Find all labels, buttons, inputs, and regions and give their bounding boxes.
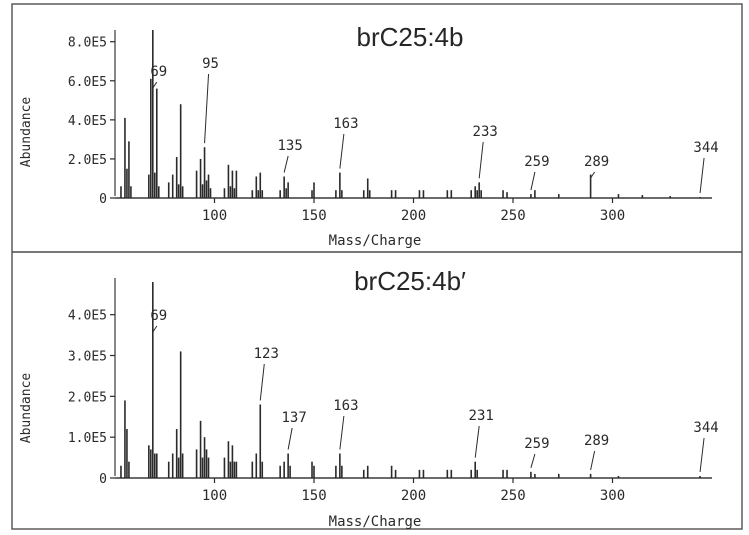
peak-label: 344 [693, 140, 718, 156]
peak-label: 123 [254, 346, 279, 362]
peak-label-leader [699, 437, 705, 473]
spectrum-panel-top: brC25:4b Abundance Mass/Charge 0 2.0E5 4.0… [19, 22, 719, 249]
y-tick-label: 4.0E5 [68, 309, 107, 324]
x-ticks-group: 100 150 200 250 300 [202, 198, 625, 224]
peak-label-leader [339, 415, 345, 450]
x-tick-label: 300 [600, 488, 625, 504]
x-axis-label: Mass/Charge [329, 233, 422, 249]
x-tick-label: 150 [301, 488, 326, 504]
peak-label: 69 [150, 308, 167, 324]
y-tick-label: 1.0E5 [68, 431, 107, 446]
peak-label: 259 [524, 154, 549, 170]
peak-label: 344 [693, 420, 718, 436]
x-tick-label: 250 [500, 488, 525, 504]
peak-label-leader [590, 171, 596, 179]
y-tick-label: 0 [99, 192, 107, 207]
peak-label: 163 [333, 116, 358, 132]
peak-label: 259 [524, 436, 549, 452]
peak-label-leader [339, 133, 345, 169]
peak-label: 163 [333, 398, 358, 414]
x-tick-label: 100 [202, 208, 227, 224]
y-axis-label: Abundance [19, 97, 34, 168]
x-tick-label: 100 [202, 488, 227, 504]
y-ticks-group: 0 1.0E5 2.0E5 3.0E5 4.0E5 [68, 309, 115, 487]
peak-label: 289 [584, 154, 609, 170]
peak-label-leader [530, 453, 536, 469]
y-axis-label: Abundance [19, 373, 34, 444]
peak-label-leader [204, 73, 210, 144]
x-tick-label: 300 [600, 208, 625, 224]
y-ticks-group: 0 2.0E5 4.0E5 6.0E5 8.0E5 [68, 36, 115, 207]
peak-labels-group: 69 123 137 163 231 259 289 344 [150, 308, 719, 473]
peaks-group [120, 30, 701, 198]
y-tick-label: 6.0E5 [68, 75, 107, 90]
peak-label: 95 [202, 56, 219, 72]
peak-label-leader [474, 425, 480, 458]
peak-labels-group: 69 95 135 163 233 259 289 344 [150, 56, 719, 194]
peaks-group [120, 282, 701, 478]
peak-label-leader [283, 155, 289, 173]
y-tick-label: 2.0E5 [68, 390, 107, 405]
x-tick-label: 150 [301, 208, 326, 224]
peak-label-leader [287, 427, 293, 450]
peak-label: 233 [473, 124, 498, 140]
peak-label: 137 [281, 410, 306, 426]
peak-label-leader [152, 325, 158, 333]
peak-label-leader [699, 157, 705, 194]
y-tick-label: 3.0E5 [68, 350, 107, 365]
x-tick-label: 200 [401, 208, 426, 224]
peak-label: 231 [469, 408, 494, 424]
peak-label-leader [530, 171, 536, 191]
x-tick-label: 200 [401, 488, 426, 504]
spectrum-panel-bottom: brC25:4b′ Abundance Mass/Charge 0 1.0E5 2.… [19, 266, 719, 530]
x-axis-label: Mass/Charge [329, 514, 422, 530]
y-tick-label: 2.0E5 [68, 153, 107, 168]
y-tick-label: 8.0E5 [68, 36, 107, 51]
figure-frame [11, 3, 743, 530]
peak-label: 289 [584, 433, 609, 449]
peak-label: 135 [278, 138, 303, 154]
peak-label-leader [590, 450, 596, 471]
peak-label: 69 [150, 64, 167, 80]
chart-title: brC25:4b′ [354, 266, 466, 296]
y-tick-label: 4.0E5 [68, 114, 107, 129]
peak-label-leader [152, 81, 158, 89]
peak-label-leader [478, 141, 484, 179]
x-ticks-group: 100 150 200 250 300 [202, 478, 625, 504]
x-tick-label: 250 [500, 208, 525, 224]
y-tick-label: 0 [99, 472, 107, 487]
peak-label-leader [259, 363, 265, 401]
chart-title: brC25:4b [357, 22, 464, 52]
